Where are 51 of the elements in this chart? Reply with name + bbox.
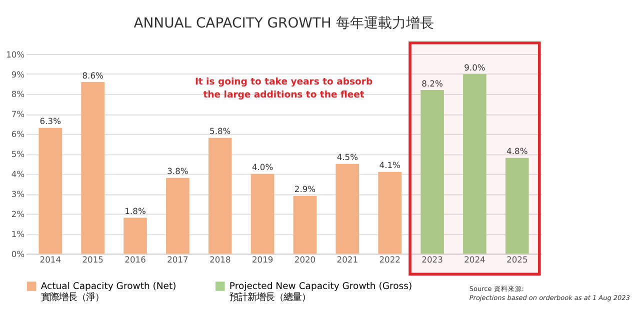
y-tick-label: 9% [11, 69, 25, 80]
bar [208, 138, 232, 254]
y-tick-label: 8% [11, 89, 25, 100]
annotation: It is going to take years to absorb the large additions to the fleet [194, 76, 373, 101]
data-label: 9.0% [464, 62, 486, 72]
bar [250, 174, 274, 254]
data-label: 8.6% [82, 70, 104, 80]
data-label: 1.8% [124, 206, 146, 216]
data-label: 4.1% [379, 160, 401, 170]
y-tick-label: 10% [6, 49, 25, 60]
chart-title: ANNUAL CAPACITY GROWTH 每年運載力增長 [134, 16, 434, 32]
bar [378, 172, 402, 254]
data-label: 3.8% [167, 166, 188, 176]
x-tick-label: 2019 [252, 254, 274, 265]
bar [81, 82, 105, 254]
bar [166, 178, 190, 254]
x-tick-label: 2020 [294, 254, 316, 265]
x-tick-label: 2018 [210, 254, 231, 265]
bar [420, 90, 444, 254]
x-tick-label: 2021 [336, 254, 358, 265]
y-tick-label: 7% [11, 109, 25, 120]
x-tick-label: 2016 [124, 254, 146, 265]
x-tick-label: 2017 [167, 254, 188, 265]
data-label: 6.3% [40, 116, 62, 126]
data-label: 5.8% [210, 126, 231, 136]
data-label: 4.0% [252, 162, 274, 172]
bar [463, 74, 486, 254]
y-tick-label: 1% [11, 229, 25, 240]
legend-label: Projected New Capacity Growth (Gross) 預計新增長（總量） [229, 281, 412, 304]
bar [38, 128, 62, 254]
data-label: 4.8% [506, 146, 528, 156]
y-tick-label: 4% [11, 169, 25, 180]
x-tick-label: 2025 [506, 254, 528, 265]
data-label: 4.5% [336, 152, 358, 162]
x-tick-label: 2014 [40, 254, 62, 265]
x-tick-label: 2022 [379, 254, 400, 265]
bar [124, 218, 147, 254]
bar [505, 158, 529, 254]
y-tick-label: 5% [11, 149, 25, 160]
legend-label: Actual Capacity Growth (Net) 實際增長（淨） [40, 281, 176, 304]
y-tick-label: 3% [11, 189, 25, 200]
y-tick-label: 6% [11, 129, 25, 140]
data-label: 8.2% [422, 78, 443, 88]
data-label: 2.9% [294, 184, 316, 194]
x-tick-label: 2024 [464, 254, 486, 265]
x-tick-label: 2023 [422, 254, 443, 265]
x-tick-label: 2015 [82, 254, 104, 265]
y-tick-label: 2% [11, 209, 25, 220]
bar [336, 164, 360, 254]
y-tick-label: 0% [11, 248, 25, 259]
bar [293, 196, 317, 254]
